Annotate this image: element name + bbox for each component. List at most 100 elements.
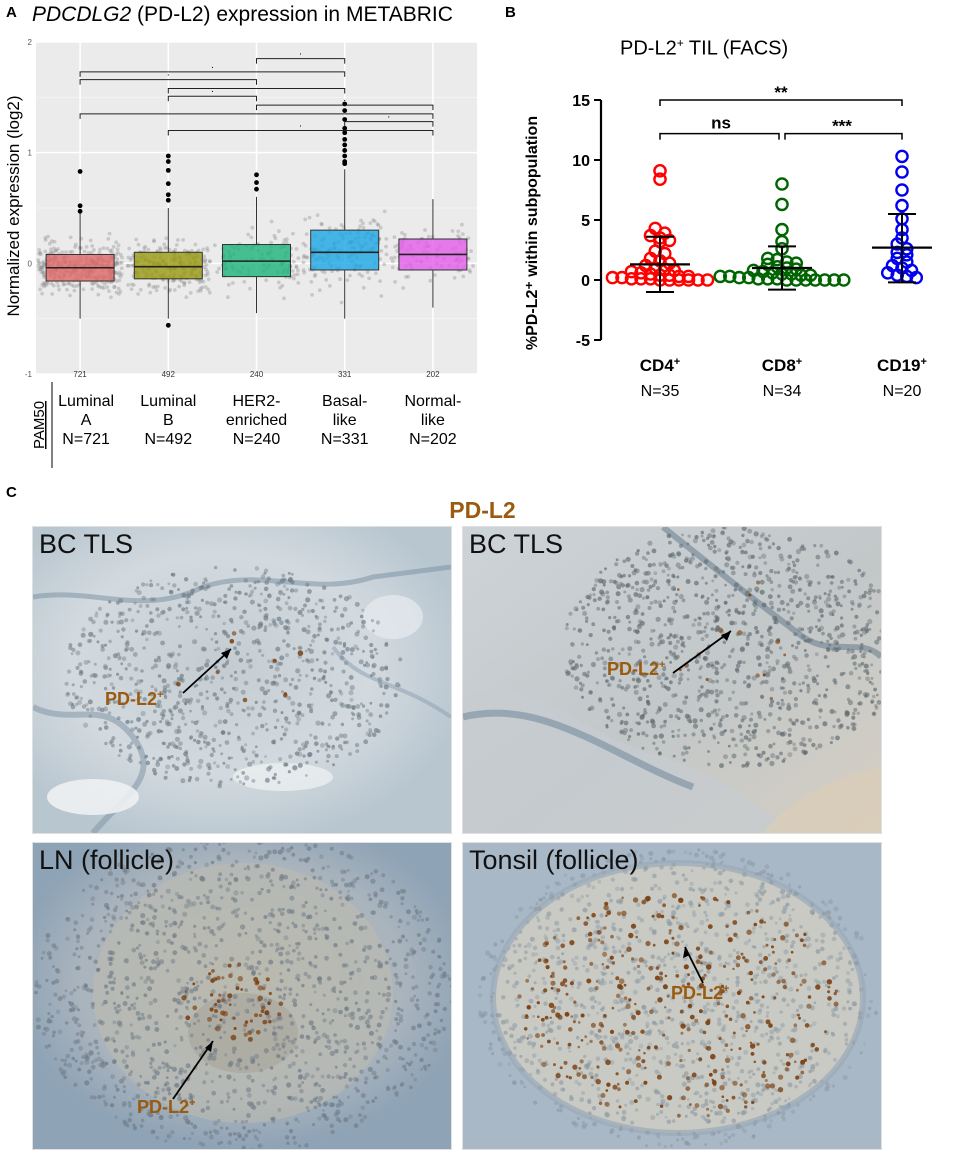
- nucleus: [384, 1006, 389, 1011]
- jitter-point: [142, 246, 147, 251]
- nucleus: [820, 614, 824, 618]
- nucleus: [93, 1058, 98, 1063]
- jitter-point: [151, 285, 156, 289]
- nucleus: [265, 1014, 271, 1020]
- nucleus: [406, 921, 411, 926]
- nucleus: [282, 996, 286, 1001]
- nucleus: [793, 702, 799, 708]
- nucleus: [756, 655, 761, 661]
- data-point: [732, 270, 747, 285]
- nucleus: [742, 744, 748, 749]
- nucleus: [314, 912, 318, 915]
- nucleus: [345, 740, 350, 745]
- nucleus: [578, 600, 582, 604]
- nucleus: [271, 776, 275, 780]
- jitter-point: [248, 286, 252, 291]
- nucleus: [162, 741, 167, 746]
- nucleus: [297, 1068, 302, 1073]
- nucleus: [662, 702, 668, 707]
- nucleus: [189, 1100, 195, 1106]
- nucleus: [210, 904, 216, 910]
- nucleus: [114, 877, 119, 882]
- nucleus: [153, 951, 159, 956]
- nucleus: [625, 582, 631, 588]
- nucleus: [433, 1027, 438, 1032]
- nucleus: [212, 749, 216, 753]
- nucleus: [590, 661, 596, 668]
- nucleus: [157, 1065, 162, 1070]
- category-label: Normal-: [404, 393, 461, 410]
- nucleus: [142, 646, 146, 650]
- jitter-point: [102, 282, 107, 286]
- nucleus: [842, 594, 847, 599]
- nucleus: [507, 966, 512, 971]
- nucleus: [418, 910, 423, 914]
- nucleus: [785, 620, 791, 626]
- nucleus: [814, 625, 818, 629]
- nucleus: [371, 1099, 376, 1103]
- pdl2-stain: [277, 1012, 282, 1017]
- nucleus: [306, 856, 311, 861]
- nucleus: [159, 894, 164, 899]
- nucleus: [212, 692, 217, 697]
- nucleus: [761, 602, 767, 608]
- nucleus: [772, 1071, 776, 1075]
- data-point: [817, 273, 832, 287]
- nucleus: [323, 660, 328, 665]
- nucleus: [647, 563, 653, 568]
- jitter-point: [43, 283, 48, 288]
- nucleus: [692, 1131, 696, 1136]
- nucleus: [198, 1045, 202, 1050]
- nucleus: [167, 606, 172, 612]
- nucleus: [579, 1097, 585, 1103]
- nucleus: [128, 1112, 133, 1117]
- nucleus: [359, 702, 363, 706]
- nucleus: [141, 595, 146, 601]
- nucleus: [366, 1024, 371, 1029]
- nucleus: [87, 699, 93, 705]
- nucleus: [297, 1075, 303, 1080]
- nucleus: [194, 948, 198, 953]
- nucleus: [688, 900, 694, 906]
- nucleus: [270, 1117, 275, 1121]
- nucleus: [305, 1034, 310, 1039]
- nucleus: [739, 646, 745, 652]
- nucleus: [707, 678, 713, 684]
- nucleus: [585, 643, 589, 646]
- nucleus: [305, 658, 310, 663]
- nucleus: [624, 950, 628, 954]
- nucleus: [606, 715, 611, 720]
- nucleus: [674, 599, 678, 603]
- nucleus: [731, 690, 736, 695]
- jitter-point: [56, 247, 60, 251]
- nucleus: [240, 891, 244, 895]
- nucleus: [297, 678, 301, 682]
- nucleus: [367, 1066, 373, 1072]
- nucleus: [792, 746, 798, 752]
- nucleus: [165, 968, 170, 973]
- nucleus: [825, 553, 831, 559]
- nucleus: [186, 999, 191, 1004]
- nucleus: [653, 580, 658, 585]
- nucleus: [688, 560, 693, 565]
- nucleus: [227, 731, 231, 736]
- nucleus: [575, 608, 579, 612]
- nucleus: [263, 628, 267, 632]
- jitter-point: [114, 260, 119, 265]
- nucleus: [853, 579, 857, 583]
- nucleus: [770, 588, 774, 592]
- nucleus: [671, 693, 676, 698]
- jitter-point: [118, 289, 123, 294]
- nucleus: [712, 549, 717, 554]
- nucleus: [217, 1118, 221, 1123]
- nucleus: [671, 734, 675, 738]
- nucleus: [130, 1032, 134, 1036]
- data-point: [624, 271, 639, 286]
- nucleus: [612, 627, 616, 631]
- jitter-point: [296, 268, 300, 273]
- nucleus: [775, 662, 779, 666]
- nucleus: [301, 983, 305, 988]
- nucleus: [200, 1142, 206, 1147]
- nucleus: [627, 597, 633, 603]
- nucleus: [188, 1137, 192, 1141]
